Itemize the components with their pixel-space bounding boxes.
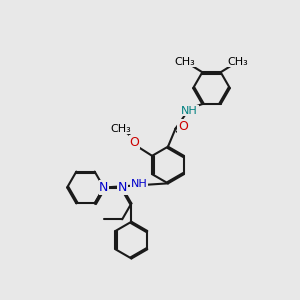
Text: N: N (99, 181, 109, 194)
Text: CH₃: CH₃ (110, 124, 131, 134)
Text: NH: NH (181, 106, 198, 116)
Text: N: N (118, 181, 127, 194)
Text: CH₃: CH₃ (175, 57, 195, 67)
Text: CH₃: CH₃ (228, 57, 248, 67)
Text: NH: NH (130, 179, 147, 189)
Text: O: O (178, 120, 188, 133)
Text: O: O (129, 136, 139, 149)
